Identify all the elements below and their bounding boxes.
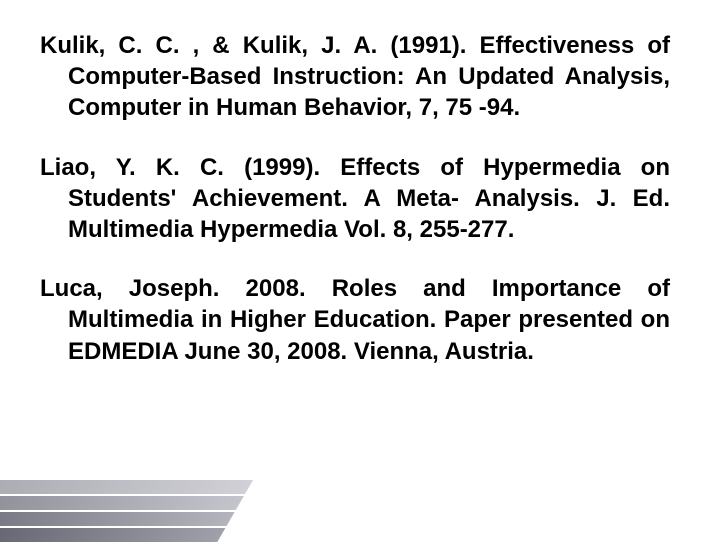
decoration-stripe — [0, 480, 253, 494]
reference-entry: Luca, Joseph. 2008. Roles and Importance… — [40, 273, 670, 367]
reference-entry: Liao, Y. K. C. (1999). Effects of Hyperm… — [40, 152, 670, 246]
slide-decoration — [0, 480, 253, 560]
reference-entry: Kulik, C. C. , & Kulik, J. A. (1991). Ef… — [40, 30, 670, 124]
decoration-stripe — [0, 512, 235, 526]
decoration-stripe — [0, 496, 244, 510]
